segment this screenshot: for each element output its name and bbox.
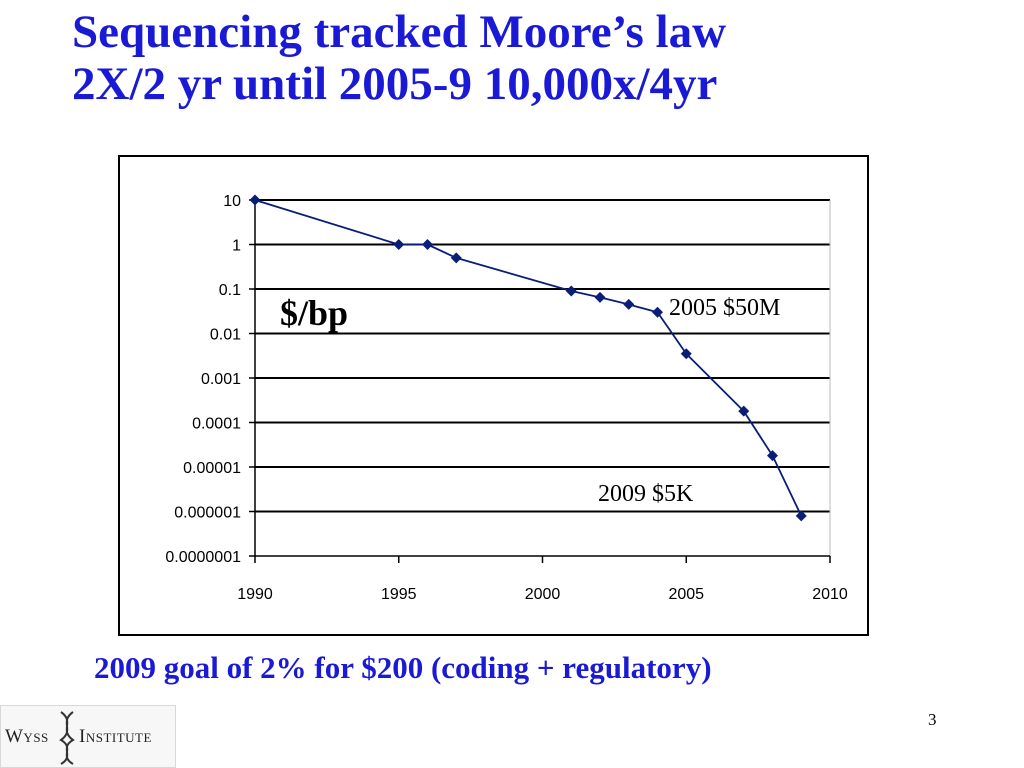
unit-label: $/bp [280, 293, 348, 333]
dna-helix-icon [59, 711, 75, 765]
y-tick-label: 0.000001 [174, 505, 241, 522]
logo-word-left: Wyss [5, 726, 49, 747]
data-point [738, 405, 750, 417]
grid-layer [255, 199, 831, 556]
wyss-institute-logo: Wyss Institute [0, 705, 176, 768]
data-point [680, 348, 692, 360]
data-point [623, 298, 635, 310]
chart-frame: 10 1 0.1 0.01 0.001 0.0001 0.00001 0.000001 0.00… [118, 155, 869, 636]
data-point [652, 306, 663, 318]
data-point [422, 239, 433, 250]
x-tick-label: 2005 [668, 586, 704, 603]
x-tick-label: 1990 [237, 586, 273, 603]
annotation-2005: 2005 $50M [669, 295, 780, 321]
title-line-1: Sequencing tracked Moore’s law [72, 6, 727, 58]
y-tick-label: 0.1 [219, 282, 241, 299]
y-tick-label: 1 [232, 238, 241, 255]
slide-title: Sequencing tracked Moore’s law 2X/2 yr u… [72, 6, 972, 110]
data-point [393, 239, 405, 250]
chart: 10 1 0.1 0.01 0.001 0.0001 0.00001 0.000001 0.00… [165, 193, 848, 603]
data-point [565, 285, 577, 297]
y-tick-label: 0.01 [210, 327, 241, 344]
slide-caption: 2009 goal of 2% for $200 (coding + regul… [94, 650, 712, 685]
series-layer [249, 194, 807, 522]
data-point [795, 510, 807, 522]
axis-layer [249, 199, 831, 563]
data-point [249, 194, 261, 206]
series-line [254, 199, 803, 517]
y-tick-label: 10 [223, 193, 241, 210]
annotation-2009: 2009 $5K [598, 481, 694, 507]
y-tick-label: 0.0001 [192, 416, 241, 433]
tick-label-layer: 10 1 0.1 0.01 0.001 0.0001 0.00001 0.000001 0.00… [165, 193, 848, 603]
y-tick-label: 0.00001 [183, 460, 241, 477]
x-tick-label: 2000 [525, 586, 561, 603]
logo-word-right: Institute [79, 726, 152, 747]
data-point [450, 252, 462, 264]
page-number: 3 [928, 710, 937, 729]
x-tick-label: 2010 [812, 586, 848, 603]
annotation-layer: $/bp 2005 $50M 2009 $5K [280, 293, 780, 507]
title-line-2: 2X/2 yr until 2005-9 10,000x/4yr [72, 58, 718, 110]
y-tick-label: 0.001 [201, 371, 241, 388]
data-point [594, 291, 606, 303]
y-tick-label: 0.0000001 [165, 549, 241, 566]
x-tick-label: 1995 [381, 586, 417, 603]
data-point [767, 450, 778, 462]
